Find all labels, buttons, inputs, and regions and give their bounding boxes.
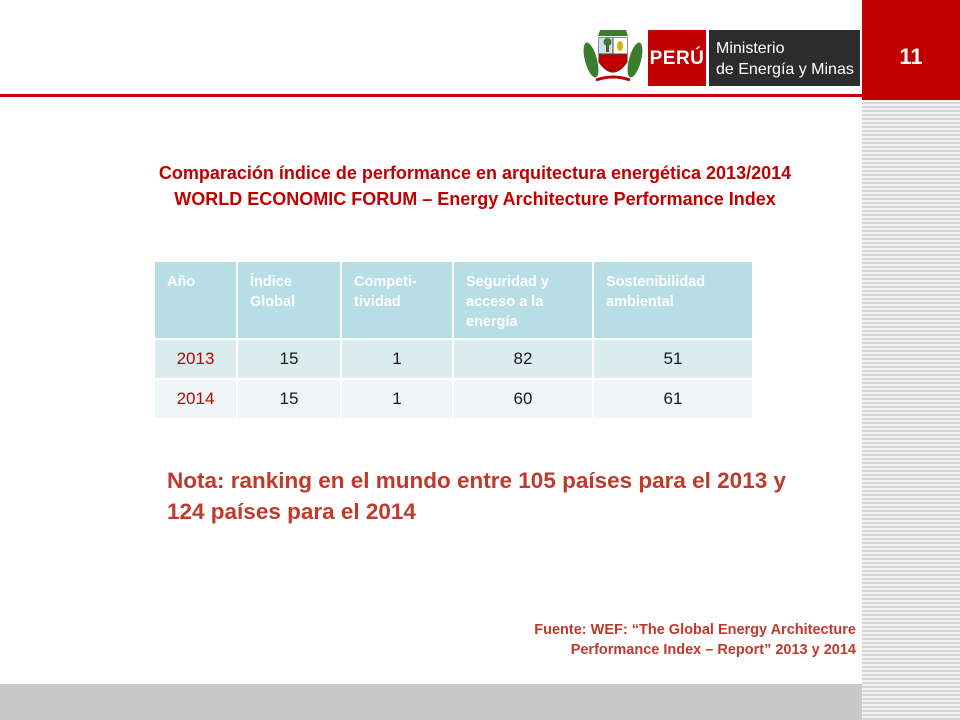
column-header-competitiveness: Competi-tividad: [341, 262, 454, 339]
table-row: 2013 15 1 82 51: [155, 338, 754, 379]
column-header-year: Año: [155, 262, 238, 339]
column-header-security-access: Seguridad y acceso a la energía: [453, 262, 594, 339]
ranking-note: Nota: ranking en el mundo entre 105 país…: [167, 468, 786, 524]
cell-sustainability: 51: [593, 338, 754, 379]
table-row: 2014 15 1 60 61: [155, 378, 754, 418]
footer-band: [0, 684, 862, 720]
header-divider: [0, 94, 862, 97]
peru-logo-box: [648, 30, 706, 86]
cell-global-index: 15: [237, 378, 342, 418]
peru-coat-of-arms-icon: [583, 30, 643, 82]
cell-year: 2013: [155, 338, 238, 379]
ministry-logo-box: [709, 30, 860, 86]
cell-global-index: 15: [237, 338, 342, 379]
cell-sustainability: 61: [593, 378, 754, 418]
ministry-logo-line1: Ministerio: [716, 40, 785, 57]
peru-logo-text: PERÚ: [649, 48, 705, 69]
slide-subtitle: WORLD ECONOMIC FORUM – Energy Architectu…: [174, 189, 776, 209]
table-header-row: Año Índice Global Competi-tividad Seguri…: [155, 262, 754, 339]
source-citation: Fuente: WEF: “The Global Energy Architec…: [534, 622, 856, 658]
cell-competitiveness: 1: [341, 338, 454, 379]
column-header-sustainability: Sostenibilidad ambiental: [593, 262, 754, 339]
slide-title: Comparación índice de performance en arq…: [158, 163, 792, 183]
cell-security-access: 82: [453, 338, 594, 379]
page-number-box: [862, 0, 960, 100]
right-decorative-band: [862, 0, 960, 720]
page-number: 11: [899, 44, 923, 69]
cell-year: 2014: [155, 378, 238, 418]
cell-competitiveness: 1: [341, 378, 454, 418]
cell-security-access: 60: [453, 378, 594, 418]
column-header-global-index: Índice Global: [237, 262, 342, 339]
ministry-logo-line2: de Energía y Minas: [716, 61, 854, 78]
performance-index-table: Año Índice Global Competi-tividad Seguri…: [155, 262, 754, 418]
